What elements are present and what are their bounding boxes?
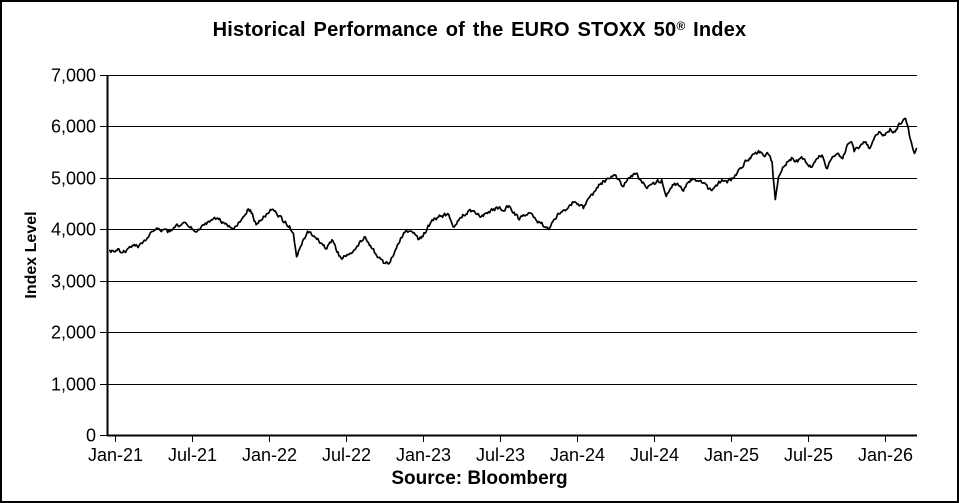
x-tick-label: Jan-23 [396,445,451,465]
x-tick-label: Jul-24 [630,445,679,465]
y-tick-label: 4,000 [51,220,96,240]
x-tick-label: Jan-21 [88,445,143,465]
x-tick-label: Jul-21 [168,445,217,465]
price-line [109,117,918,265]
chart-title-text: Historical Performance of the EURO STOXX… [212,19,677,41]
chart-title: Historical Performance of the EURO STOXX… [2,19,957,42]
chart-title-suffix: Index [685,19,747,41]
x-tick-label: Jul-25 [784,445,833,465]
x-tick-label: Jul-23 [476,445,525,465]
x-tick-label: Jan-22 [242,445,297,465]
y-tick-label: 6,000 [51,117,96,137]
registered-trademark-symbol: ® [676,19,686,33]
y-tick-label: 1,000 [51,375,96,395]
x-tick-label: Jan-26 [858,445,913,465]
x-tick-label: Jul-22 [322,445,371,465]
y-tick-label: 3,000 [51,272,96,292]
y-tick-label: 2,000 [51,323,96,343]
source-note: Source: Bloomberg [391,468,568,489]
x-tick-label: Jan-24 [550,445,605,465]
y-tick-label: 0 [86,426,96,446]
y-tick-label: 5,000 [51,169,96,189]
y-tick-label: 7,000 [51,66,96,86]
x-tick-label: Jan-25 [704,445,759,465]
